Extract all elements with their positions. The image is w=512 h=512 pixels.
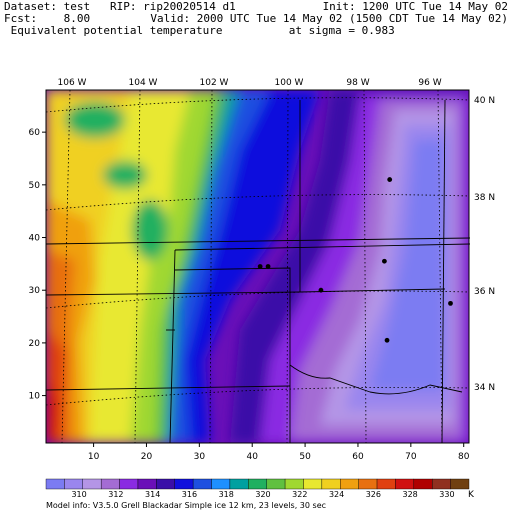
lat-lon-grid [45, 89, 470, 444]
colorbar [45, 478, 470, 490]
theta-e-field [46, 90, 469, 443]
colorbar-swatch [248, 478, 267, 490]
colorbar-swatch [174, 478, 194, 490]
colorbar-swatch [156, 478, 175, 490]
lon-label-100w: 100 W [275, 78, 304, 88]
x-tick-label: 30 [194, 452, 206, 462]
y-tick-label: 20 [29, 339, 41, 349]
y-axis: 10 20 30 40 50 60 [29, 128, 46, 402]
station-marker [318, 287, 324, 293]
colorbar-label: 316 [182, 490, 197, 499]
colorbar-swatch [450, 478, 470, 490]
y-tick-label: 10 [29, 392, 41, 402]
colorbar-swatch [432, 478, 451, 490]
header-line1-right: Init: 1200 UTC Tue 14 May 02 [322, 0, 508, 13]
y-tick-label: 30 [29, 286, 41, 296]
colorbar-swatch [413, 478, 433, 490]
station-marker [384, 337, 390, 343]
header-line2-right: Valid: 2000 UTC Tue 14 May 02 (1500 CDT … [150, 12, 508, 25]
colorbar-swatch [321, 478, 341, 490]
colorbar-label: 328 [403, 490, 418, 499]
lat-label-36n: 36 N [474, 287, 495, 297]
colorbar-unit: K [468, 490, 475, 500]
station-marker [382, 258, 387, 264]
colorbar-swatch [229, 478, 249, 490]
colorbar-swatch [137, 478, 157, 490]
x-tick-label: 40 [246, 452, 258, 462]
state-boundaries [45, 99, 471, 444]
colorbar-label: 326 [366, 490, 381, 499]
colorbar-swatch [266, 478, 286, 490]
station-marker [257, 264, 263, 269]
colorbar-swatch [64, 478, 83, 490]
station-marker [387, 177, 393, 182]
lat-label-38n: 38 N [474, 193, 495, 203]
y-tick-label: 40 [29, 234, 41, 244]
lon-label-98w: 98 W [346, 78, 369, 88]
colorbar-swatch [284, 478, 304, 490]
lon-label-96w: 96 W [418, 78, 441, 88]
colorbar-label: 318 [219, 490, 234, 499]
plot-frame [45, 89, 470, 444]
colorbar-labels: 310 312 314 316 318 320 322 324 326 328 330 [71, 490, 454, 499]
station-marker [265, 264, 271, 269]
x-tick-label: 20 [141, 452, 153, 462]
colorbar-swatch [395, 478, 415, 490]
colorbar-swatch [119, 478, 139, 490]
lat-label-34n: 34 N [474, 383, 495, 393]
colorbar-label: 320 [255, 490, 270, 499]
colorbar-swatch [192, 478, 212, 490]
header-line2-left: Fcst: 8.00 [4, 12, 91, 25]
colorbar-swatch [100, 478, 120, 490]
colorbar-label: 310 [71, 490, 86, 499]
lon-label-102w: 102 W [200, 78, 229, 88]
x-tick-label: 10 [88, 452, 100, 462]
colorbar-swatch [303, 478, 323, 490]
field-description: Equivalent potential temperature at sigm… [4, 24, 395, 37]
colorbar-swatch [45, 478, 65, 490]
lon-label-104w: 104 W [129, 78, 158, 88]
colorbar-swatch [376, 478, 396, 490]
x-tick-label: 60 [352, 452, 364, 462]
station-markers [257, 177, 453, 343]
colorbar-label: 322 [292, 490, 307, 499]
y-tick-label: 60 [29, 128, 41, 138]
colorbar-swatch [358, 478, 378, 490]
model-info: Model info: V3.5.0 Grell Blackadar Simpl… [46, 501, 326, 510]
x-axis: 10 20 30 40 50 60 70 80 [88, 443, 470, 462]
lon-label-106w: 106 W [58, 78, 87, 88]
colorbar-swatch [211, 478, 231, 490]
latitude-labels: 40 N 38 N 36 N 34 N [474, 96, 495, 393]
colorbar-swatch [340, 478, 359, 490]
station-marker [448, 300, 453, 306]
colorbar-label: 330 [439, 490, 454, 499]
longitude-labels: 106 W 104 W 102 W 100 W 98 W 96 W [58, 78, 442, 88]
lat-label-40n: 40 N [474, 96, 495, 106]
colorbar-label: 324 [329, 490, 344, 499]
x-tick-label: 70 [405, 452, 417, 462]
x-tick-label: 80 [458, 452, 470, 462]
colorbar-label: 312 [108, 490, 123, 499]
colorbar-label: 314 [145, 490, 160, 499]
header-line1-left: Dataset: test RIP: rip20020514 d1 [4, 0, 236, 13]
colorbar-swatch [82, 478, 102, 490]
x-tick-label: 50 [299, 452, 311, 462]
y-tick-label: 50 [29, 181, 41, 191]
